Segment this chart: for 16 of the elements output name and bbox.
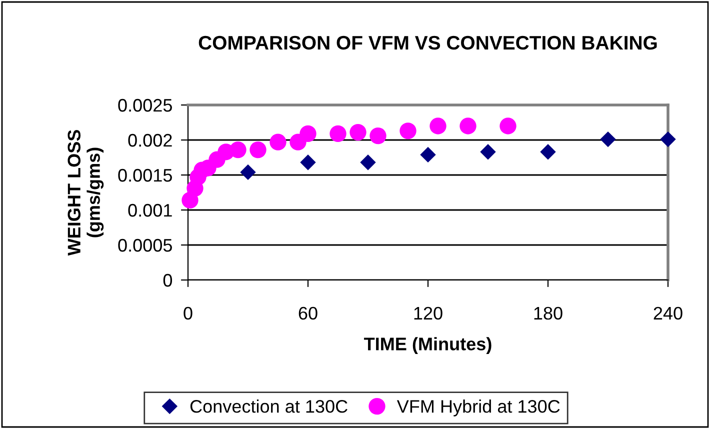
chart-title: COMPARISON OF VFM VS CONVECTION BAKING: [198, 36, 657, 50]
x-tick-label: 240: [654, 306, 682, 320]
y-tick-label: 0.0025: [118, 98, 172, 112]
x-tick-label: 120: [414, 306, 442, 320]
y-tick-label: 0: [163, 274, 172, 287]
y-axis-title: WEIGHT LOSS (gms/gms): [68, 130, 104, 256]
y-tick-label: 0.0005: [118, 238, 172, 252]
x-tick-label: 0: [184, 306, 192, 320]
x-axis-title: TIME (Minutes): [364, 337, 492, 354]
x-tick-label: 180: [534, 306, 562, 320]
y-tick-label: 0.0015: [118, 168, 172, 182]
y-tick-label: 0.001: [128, 204, 172, 217]
x-tick-label: 60: [298, 306, 318, 320]
legend-label: Convection at 130C: [190, 400, 348, 413]
y-tick-label: 0.002: [128, 134, 172, 147]
legend-label: VFM Hybrid at 130C: [396, 400, 560, 416]
